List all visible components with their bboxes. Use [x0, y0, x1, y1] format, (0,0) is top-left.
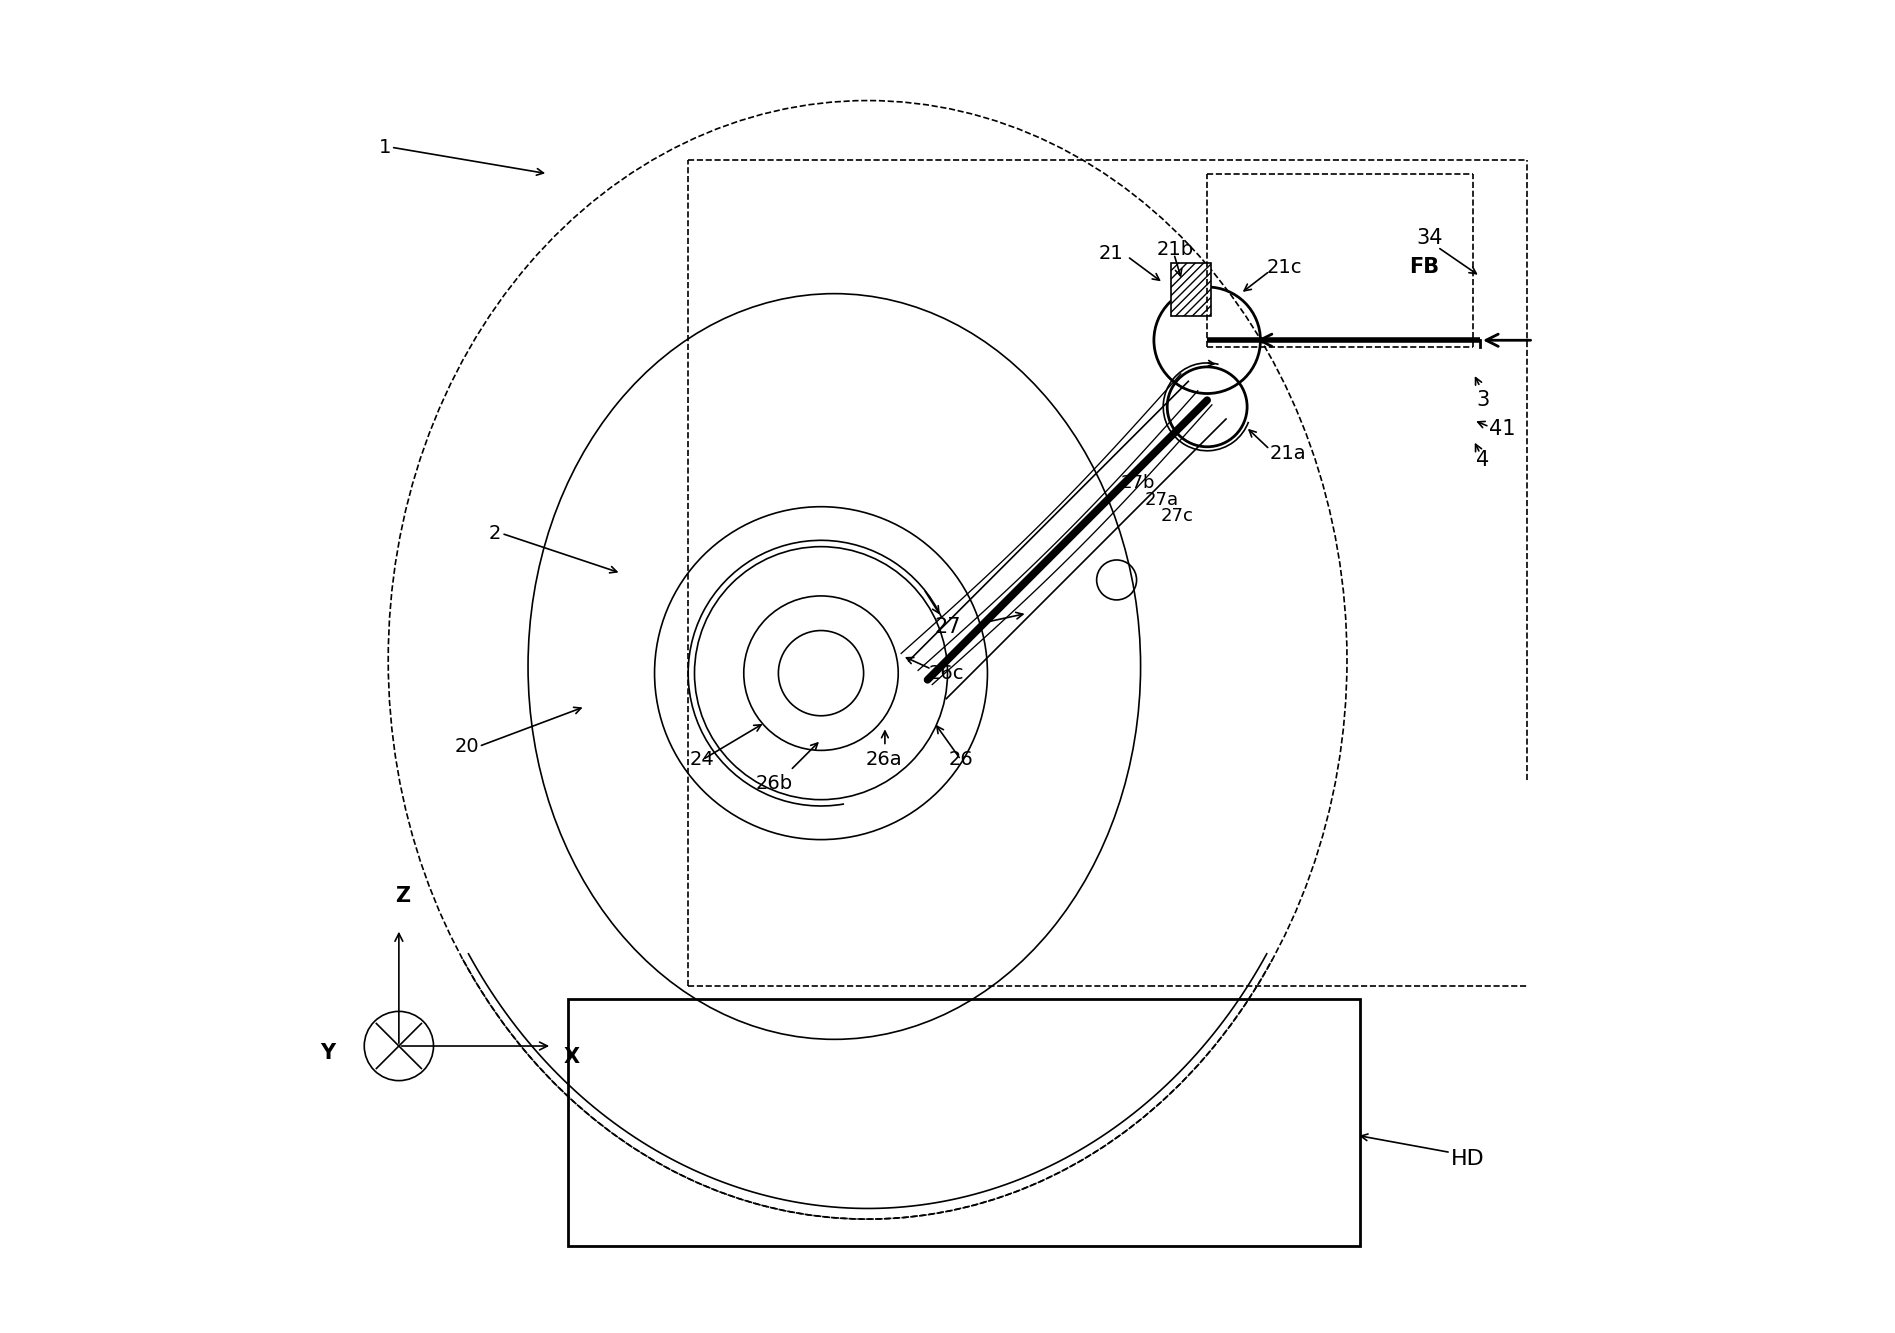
- Text: X: X: [565, 1046, 580, 1066]
- Text: 21a: 21a: [1270, 444, 1306, 463]
- Text: Y: Y: [320, 1042, 335, 1062]
- Text: 3: 3: [1476, 391, 1489, 411]
- Text: 27: 27: [934, 617, 961, 637]
- Text: 20: 20: [455, 737, 479, 756]
- Bar: [568, 1000, 1361, 1246]
- Bar: [1171, 263, 1211, 316]
- Text: 21: 21: [1099, 244, 1124, 263]
- Text: FB: FB: [1410, 257, 1440, 277]
- Text: 27b: 27b: [1120, 473, 1156, 492]
- Text: 21c: 21c: [1268, 257, 1302, 276]
- Text: 27c: 27c: [1160, 507, 1194, 525]
- Text: 26c: 26c: [929, 664, 965, 682]
- Text: Z: Z: [396, 886, 411, 906]
- Text: 21b: 21b: [1156, 240, 1194, 259]
- Text: HD: HD: [1452, 1149, 1484, 1169]
- Text: 1: 1: [379, 137, 390, 157]
- Text: 26b: 26b: [756, 774, 792, 793]
- Text: 34: 34: [1416, 228, 1442, 248]
- Text: 2: 2: [489, 524, 502, 543]
- Text: 24: 24: [690, 750, 714, 769]
- Text: 26: 26: [948, 750, 974, 769]
- Text: 26a: 26a: [866, 750, 902, 769]
- Text: 41: 41: [1489, 420, 1516, 440]
- Text: 4: 4: [1476, 451, 1489, 471]
- Text: 27a: 27a: [1145, 491, 1179, 509]
